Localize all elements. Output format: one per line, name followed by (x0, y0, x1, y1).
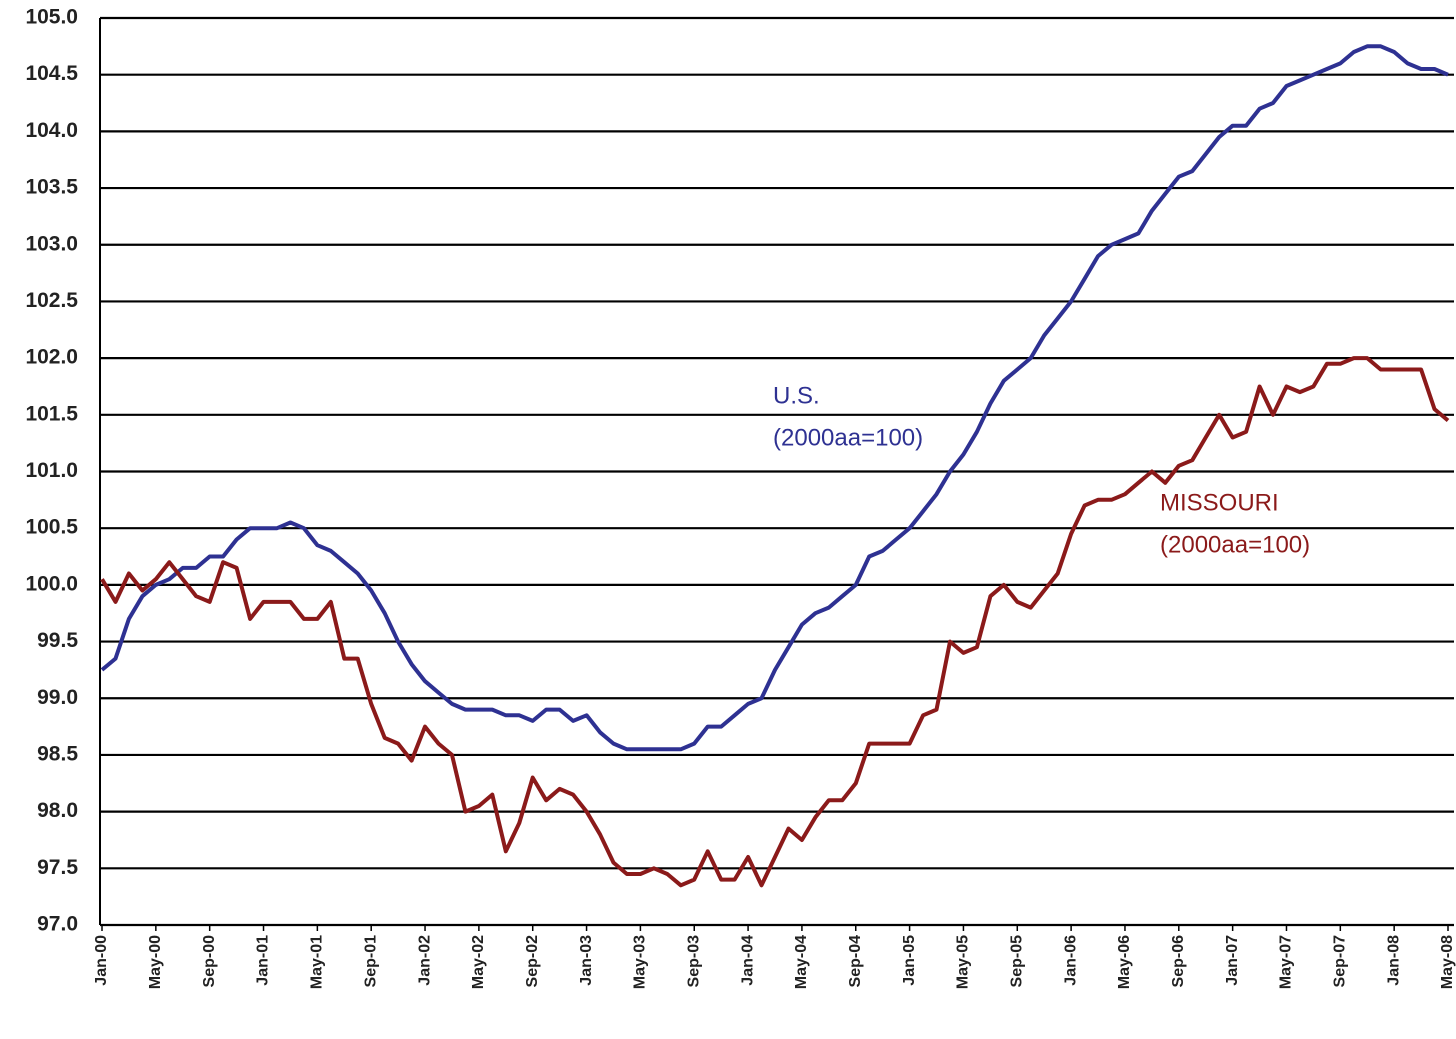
annotation: (2000aa=100) (773, 424, 923, 451)
series-line (100, 44, 1449, 752)
y-tick-label: 105.0 (25, 6, 78, 29)
y-tick-label: 104.5 (25, 62, 78, 85)
x-tick-label: May-04 (793, 935, 810, 989)
series-line (100, 356, 1450, 888)
x-tick-label: Sep-01 (362, 935, 379, 988)
x-tick-label: Sep-05 (1008, 935, 1025, 988)
y-tick-label: 102.0 (25, 346, 78, 369)
y-tick-label: 101.5 (25, 402, 78, 425)
y-tick-label: 99.5 (37, 629, 78, 652)
x-tick-label: Jan-01 (255, 935, 272, 986)
x-tick-label: Jan-06 (1062, 935, 1079, 986)
x-tick-label: Jan-02 (416, 935, 433, 986)
x-tick-label: Sep-06 (1170, 935, 1187, 988)
y-tick-label: 99.0 (37, 686, 78, 709)
y-tick-label: 104.0 (25, 119, 78, 142)
x-tick-label: Jan-00 (93, 935, 110, 986)
x-tick-label: May-02 (470, 935, 487, 989)
annotation: U.S. (773, 382, 820, 409)
y-tick-label: 101.0 (25, 459, 78, 482)
y-tick-label: 100.0 (25, 572, 78, 595)
x-tick-label: May-06 (1116, 935, 1133, 989)
x-tick-label: May-01 (309, 935, 326, 989)
x-tick-label: Sep-03 (685, 935, 702, 988)
x-tick-label: May-07 (1278, 935, 1295, 989)
y-tick-label: 102.5 (25, 289, 78, 312)
annotation: MISSOURI (1160, 489, 1279, 516)
y-tick-label: 103.5 (25, 176, 78, 199)
x-tick-label: Jan-07 (1224, 935, 1241, 986)
x-tick-label: Sep-04 (847, 935, 864, 988)
y-tick-label: 98.0 (37, 799, 78, 822)
y-tick-label: 98.5 (37, 742, 78, 765)
y-tick-label: 100.5 (25, 516, 78, 539)
x-tick-label: Sep-07 (1332, 935, 1349, 988)
x-tick-label: May-05 (955, 935, 972, 989)
x-tick-label: Jan-03 (578, 935, 595, 986)
y-tick-label: 97.5 (37, 856, 78, 879)
y-tick-label: 103.0 (25, 232, 78, 255)
x-tick-label: Jan-04 (739, 935, 756, 986)
x-tick-label: May-08 (1439, 935, 1456, 989)
x-tick-label: May-03 (632, 935, 649, 989)
annotation: (2000aa=100) (1160, 531, 1310, 558)
x-tick-label: May-00 (147, 935, 164, 989)
y-tick-label: 97.0 (37, 913, 78, 936)
x-tick-label: Jan-08 (1385, 935, 1402, 986)
x-tick-label: Jan-05 (901, 935, 918, 986)
x-tick-label: Sep-02 (524, 935, 541, 988)
x-tick-label: Sep-00 (201, 935, 218, 988)
